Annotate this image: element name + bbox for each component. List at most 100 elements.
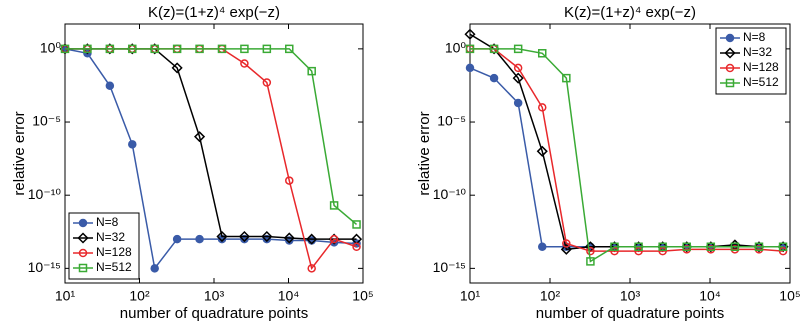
marker — [610, 242, 619, 252]
marker — [238, 230, 250, 243]
marker — [216, 230, 228, 243]
legend-marker — [77, 232, 89, 244]
axes: K(z)=(1+z)⁴ exp(−z) number of quadrature … — [416, 4, 801, 322]
y-axis-label: relative error — [416, 111, 433, 195]
x-tick-label: 10⁵ — [352, 288, 373, 304]
y-tick-label: 10⁰ — [40, 40, 62, 56]
legend-marker — [724, 47, 736, 59]
marker — [513, 44, 523, 54]
x-tick-label: 10⁴ — [278, 288, 300, 304]
legend-label: N=128 — [743, 60, 779, 74]
marker — [610, 246, 619, 256]
y-tick-label: 10⁻⁵ — [32, 113, 61, 129]
marker — [634, 242, 643, 252]
marker — [307, 264, 316, 273]
marker — [754, 242, 764, 252]
marker — [128, 140, 137, 149]
x-tick-label: 10² — [540, 288, 561, 304]
marker — [562, 73, 571, 83]
chart-title: K(z)=(1+z)⁴ exp(−z) — [148, 4, 280, 21]
y-axis-label: relative error — [11, 111, 28, 195]
marker — [172, 44, 182, 54]
marker — [562, 239, 571, 248]
marker — [489, 73, 499, 83]
chart-title: K(z)=(1+z)⁴ exp(−z) — [564, 4, 696, 21]
x-tick-label: 10⁴ — [699, 288, 721, 304]
axes: K(z)=(1+z)⁴ exp(−z) number of quadrature … — [11, 4, 374, 322]
marker — [586, 257, 595, 266]
marker — [261, 230, 273, 243]
y-tick-label: 10⁻¹⁰ — [433, 186, 467, 202]
marker — [658, 246, 667, 256]
marker — [706, 242, 716, 252]
marker — [560, 243, 572, 255]
x-axis-label: number of quadrature points — [536, 305, 724, 322]
marker — [586, 246, 595, 256]
legend-marker — [78, 248, 88, 258]
marker — [105, 81, 115, 91]
marker — [195, 44, 204, 54]
marker — [537, 49, 547, 58]
y-tick-label: 10⁻¹⁵ — [433, 259, 466, 275]
marker — [285, 176, 294, 185]
legend-label: N=8 — [96, 215, 119, 229]
legend-marker — [725, 63, 735, 73]
marker — [172, 234, 182, 244]
marker — [465, 44, 475, 54]
legend-marker — [78, 263, 88, 273]
marker — [778, 246, 788, 256]
y-tick-label: 10⁰ — [445, 40, 467, 56]
legend-marker — [725, 78, 735, 88]
x-tick-label: 10⁵ — [779, 288, 800, 304]
marker — [240, 44, 249, 54]
x-tick-label: 10² — [129, 288, 150, 304]
x-tick-label: 10³ — [620, 288, 641, 304]
marker — [262, 78, 272, 87]
marker — [329, 234, 339, 244]
marker — [217, 44, 227, 54]
marker — [658, 242, 667, 252]
marker — [513, 63, 523, 73]
marker — [193, 131, 206, 143]
x-tick-label: 10¹ — [55, 288, 76, 304]
x-axis-label: number of quadrature points — [120, 305, 308, 322]
marker — [262, 44, 272, 54]
marker — [634, 246, 643, 256]
marker — [240, 59, 249, 68]
y-tick-label: 10⁻⁵ — [437, 113, 466, 129]
legend-label: N=512 — [743, 75, 779, 89]
marker — [240, 234, 249, 244]
marker — [352, 242, 361, 252]
legend-marker — [725, 33, 735, 43]
marker — [306, 233, 318, 245]
marker — [352, 220, 361, 229]
marker — [489, 44, 499, 54]
marker — [536, 145, 548, 157]
marker — [60, 44, 70, 54]
marker — [307, 66, 316, 76]
marker — [537, 242, 547, 252]
marker — [105, 44, 115, 54]
marker — [283, 232, 295, 244]
legend-marker — [78, 218, 88, 228]
legend-label: N=32 — [743, 45, 772, 59]
marker — [285, 44, 294, 54]
marker — [195, 234, 204, 244]
legend-label: N=32 — [96, 230, 125, 244]
x-tick-label: 10¹ — [460, 288, 481, 304]
y-tick-label: 10⁻¹⁵ — [28, 259, 61, 275]
marker — [682, 242, 691, 252]
y-tick-label: 10⁻¹⁰ — [28, 186, 62, 202]
marker — [537, 103, 547, 112]
legend-label: N=512 — [96, 260, 132, 274]
legend-label: N=128 — [96, 245, 132, 259]
marker — [83, 44, 92, 54]
marker — [171, 62, 183, 74]
marker — [128, 44, 137, 54]
x-tick-label: 10³ — [204, 288, 225, 304]
marker — [778, 242, 788, 252]
marker — [329, 201, 339, 210]
